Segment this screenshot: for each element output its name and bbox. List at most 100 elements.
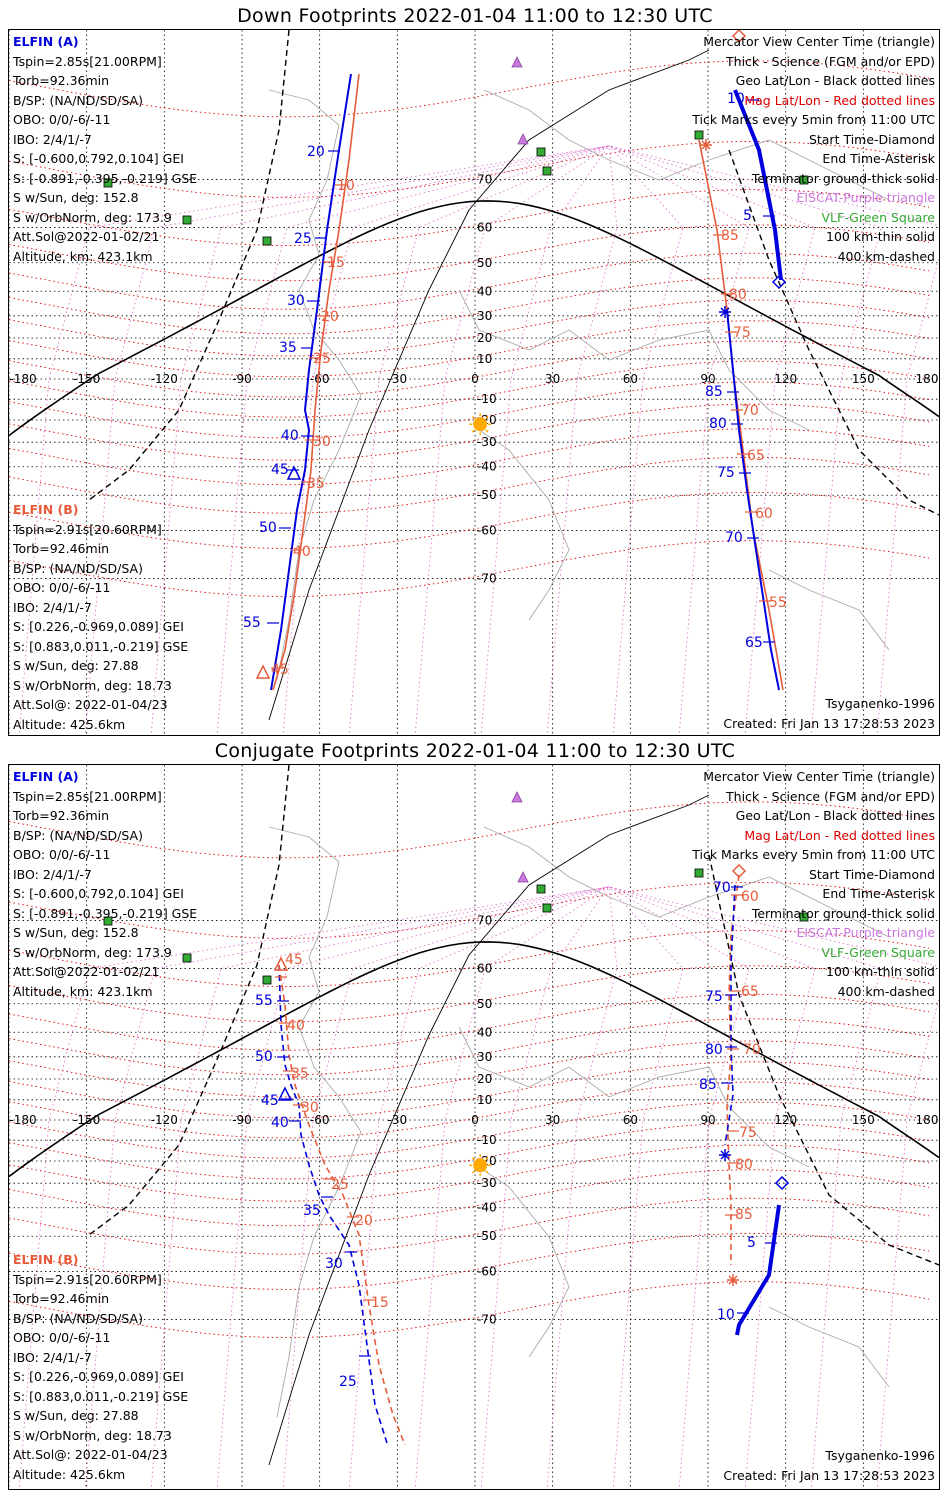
sat-a-track	[270, 73, 352, 691]
sat-b-info: ELFIN (B) Tspin=2.91s[20.60RPM] Torb=92.…	[13, 1250, 188, 1484]
vlf-station-icon	[694, 868, 704, 878]
coastline	[478, 429, 570, 621]
track-tick-label: 55	[243, 615, 261, 631]
sat-a-track-east	[724, 884, 736, 1146]
info-line: Altitude, km: 423.1km	[13, 248, 153, 264]
created-timestamp: Created: Fri Jan 13 17:28:53 2023	[723, 716, 935, 731]
coastline	[768, 1306, 890, 1388]
track-tick-label: 10	[337, 178, 355, 194]
lat-label: 70	[477, 913, 492, 927]
mag-parallel	[9, 1144, 930, 1202]
track-tick-label: 45	[285, 952, 303, 968]
info-line: Altitude, km: 423.1km	[13, 983, 153, 999]
sat-b-track	[278, 964, 406, 1446]
info-line: S w/Sun, deg: 27.88	[13, 658, 139, 673]
info-line: Altitude: 425.6km	[13, 1466, 126, 1482]
sat-b-name: ELFIN (B)	[13, 1252, 79, 1267]
legend-item: Thick - Science (FGM and/or EPD)	[726, 53, 935, 69]
legend-item: Start Time-Diamond	[808, 131, 935, 147]
track-tick-label: 25	[294, 231, 312, 247]
map-panel-down: -180 -150 -120 -90 -60 -30 0 30 60 90 120 150 180 70 6…	[8, 29, 940, 736]
terminator-100km	[268, 49, 710, 721]
lon-label: 150	[852, 1113, 875, 1127]
mag-parallel	[9, 1081, 930, 1139]
lon-label: 120	[774, 372, 797, 386]
track-tick-label: 60	[741, 889, 759, 905]
vlf-station-icon	[262, 236, 272, 246]
mag-parallel	[9, 360, 930, 418]
lon-label: 0	[471, 372, 479, 386]
mag-meridian	[608, 886, 750, 1489]
sat-b-center-time-icon	[273, 956, 289, 971]
lon-label: -150	[73, 1113, 100, 1127]
lon-label: -90	[232, 1113, 252, 1127]
track-tick-label: 15	[371, 1295, 389, 1311]
mag-parallel	[9, 299, 930, 357]
vlf-station-icon	[542, 166, 552, 176]
mag-parallel	[9, 428, 930, 486]
vlf-station-icon	[542, 903, 552, 913]
mag-meridian	[608, 145, 684, 735]
start-time-diamond-icon	[774, 1175, 790, 1191]
info-line: OBO: 0/0/-6/-11	[13, 580, 111, 595]
lon-label: -90	[232, 372, 252, 386]
track-tick-label: 50	[255, 1049, 273, 1065]
mag-meridian	[608, 886, 684, 1489]
mag-parallel	[9, 1018, 930, 1076]
mag-meridian	[18, 886, 610, 1489]
footer: Tsyganenko-1996 Created: Fri Jan 13 17:2…	[723, 1448, 935, 1484]
sun-icon	[473, 417, 488, 432]
vlf-station-icon	[536, 884, 546, 894]
mag-parallel	[9, 965, 930, 1023]
vlf-station-icon	[799, 175, 809, 185]
track-tick-label: 85	[735, 1207, 753, 1223]
info-line: Att.Sol@: 2022-01-04/23	[13, 1447, 168, 1462]
legend-item: EISCAT-Purple triangle	[796, 925, 935, 940]
model-name: Tsyganenko-1996	[825, 696, 935, 711]
lon-label: 150	[852, 372, 875, 386]
legend-item: 100 km-thin solid	[826, 964, 935, 979]
info-line: S: [-0.600,0.792,0.104] GEI	[13, 151, 184, 166]
track-tick-label: 85	[705, 384, 723, 400]
sat-a-center-time-icon	[286, 465, 302, 480]
track-tick-label: 50	[259, 520, 277, 536]
lat-label: -60	[477, 523, 497, 537]
lon-label: -180	[9, 372, 36, 386]
lat-label: 40	[477, 1025, 492, 1039]
track-tick-label: 55	[769, 595, 787, 611]
legend-item: Terminator ground-thick solid	[751, 905, 935, 921]
mag-parallel	[9, 189, 930, 246]
sun-ray	[471, 415, 476, 420]
legend-item: 100 km-thin solid	[826, 229, 935, 244]
mag-meridian	[150, 145, 610, 735]
sun-ray	[485, 415, 489, 420]
track-tick-label: 80	[735, 1157, 753, 1173]
legend-item: Mercator View Center Time (triangle)	[703, 769, 935, 784]
lat-label: -50	[477, 488, 497, 502]
track-tick-label: 25	[331, 1177, 349, 1193]
lon-label: 180	[916, 372, 939, 386]
legend-item: 400 km-dashed	[837, 983, 935, 999]
vlf-station-icon	[799, 912, 809, 922]
info-line: S: [0.226,-0.969,0.089] GEI	[13, 1369, 184, 1384]
track-tick-label: 40	[281, 428, 299, 444]
sat-a-track	[278, 964, 388, 1444]
sat-b-track-east	[726, 874, 740, 1265]
vlf-station-icon	[182, 953, 192, 963]
sat-a-name: ELFIN (A)	[13, 769, 79, 784]
track-tick-label: 20	[307, 144, 325, 160]
track-tick-label: 30	[301, 1100, 319, 1116]
sat-a-science-track	[733, 89, 783, 281]
info-line: S w/Sun, deg: 27.88	[13, 1408, 139, 1423]
map-panel-conjugate: -180 -150 -120 -90 -60 -30 0 30 60 90 120 150 180 70 6…	[8, 764, 940, 1490]
info-line: Tspin=2.91s[20.60RPM]	[13, 521, 162, 537]
track-tick-label: 35	[303, 1203, 321, 1219]
lat-label: -30	[477, 435, 497, 449]
legend-item: Terminator ground-thick solid	[751, 170, 935, 186]
mag-parallel	[9, 1040, 930, 1098]
track-tick-label: 25	[313, 351, 331, 367]
coastline	[268, 826, 362, 1418]
coastline	[768, 569, 890, 651]
lon-label: -30	[388, 372, 408, 386]
sat-a-center-time-icon	[277, 1086, 293, 1101]
